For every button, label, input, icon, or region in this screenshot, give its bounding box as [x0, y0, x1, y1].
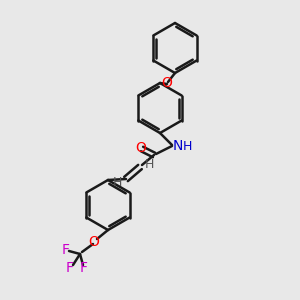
Text: F: F	[62, 243, 70, 257]
Text: O: O	[88, 235, 99, 249]
Text: N: N	[173, 139, 183, 153]
Text: O: O	[162, 76, 172, 90]
Text: O: O	[136, 141, 146, 155]
Text: F: F	[66, 261, 74, 275]
Text: H: H	[112, 176, 122, 188]
Text: H: H	[182, 140, 192, 152]
Text: H: H	[144, 158, 154, 170]
Text: F: F	[80, 261, 88, 275]
